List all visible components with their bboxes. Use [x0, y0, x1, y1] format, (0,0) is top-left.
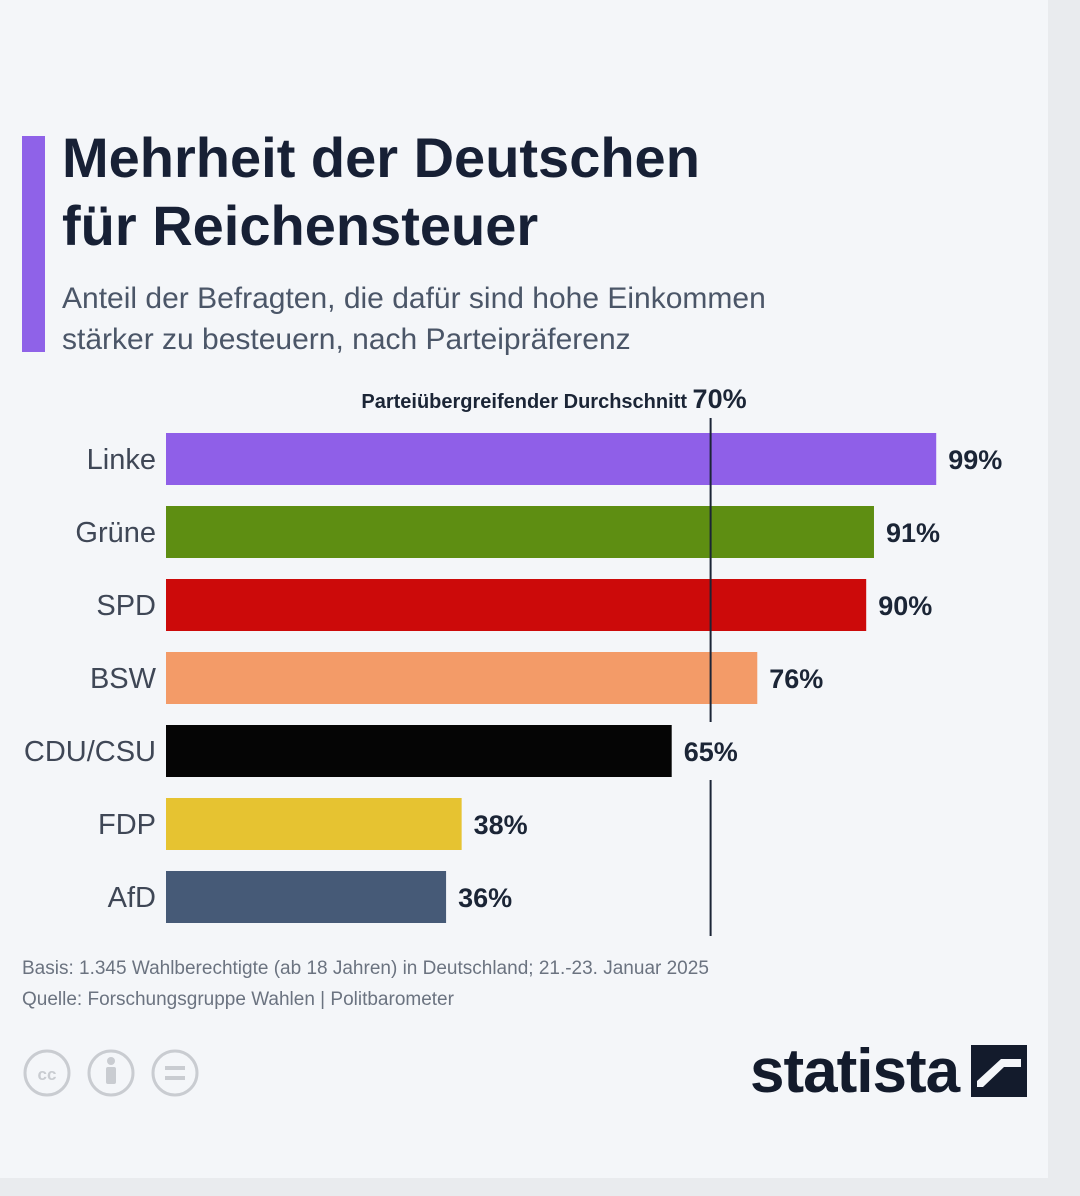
- value-label: 99%: [948, 445, 1002, 475]
- brand-name: statista: [750, 1036, 960, 1106]
- title-line-2: für Reichensteuer: [62, 194, 539, 257]
- title-line-1: Mehrheit der Deutschen: [62, 126, 700, 189]
- cc-icon[interactable]: cc: [23, 1049, 71, 1097]
- category-label: BSW: [90, 663, 157, 695]
- value-label: 65%: [684, 737, 738, 767]
- bar-cdu-csu: [166, 725, 672, 777]
- bar-chart: Linke 99% Grüne 91% SPD 90% BSW 76% CDU/CSU 65% FD…: [24, 384, 1002, 936]
- chart-subtitle: Anteil der Befragten, die dafür sind hoh…: [62, 278, 982, 360]
- value-label: 38%: [474, 810, 528, 840]
- basis-note: Basis: 1.345 Wahlberechtigte (ab 18 Jahr…: [22, 958, 709, 979]
- bar-linke: [166, 433, 937, 485]
- statista-mark-icon: [971, 1045, 1028, 1097]
- bar-spd: [166, 579, 867, 631]
- license-icons: cc: [23, 1049, 199, 1097]
- chart-title: Mehrheit der Deutschen für Reichensteuer: [62, 124, 962, 260]
- value-label: 36%: [458, 883, 512, 913]
- title-accent-bar: [22, 136, 45, 352]
- category-label: FDP: [98, 809, 156, 841]
- category-label: AfD: [108, 882, 156, 914]
- bar-fdp: [166, 798, 462, 850]
- average-line-label: Parteiübergreifender Durchschnitt 70%: [361, 384, 746, 414]
- category-label: Linke: [87, 444, 156, 476]
- no-derivatives-icon[interactable]: [151, 1049, 199, 1097]
- subtitle-line-2: stärker zu besteuern, nach Parteipräfere…: [62, 323, 631, 356]
- subtitle-line-1: Anteil der Befragten, die dafür sind hoh…: [62, 282, 766, 315]
- chart-notes: Basis: 1.345 Wahlberechtigte (ab 18 Jahr…: [22, 953, 1022, 1015]
- category-label: CDU/CSU: [24, 736, 156, 768]
- svg-text:cc: cc: [38, 1065, 57, 1084]
- value-label: 91%: [886, 518, 940, 548]
- bar-gr-ne: [166, 506, 874, 558]
- bar-afd: [166, 871, 447, 923]
- source-note: Quelle: Forschungsgruppe Wahlen | Politb…: [22, 989, 454, 1010]
- bar-bsw: [166, 652, 758, 704]
- statista-logo[interactable]: statista: [750, 1036, 1028, 1106]
- chart-card: Mehrheit der Deutschen für Reichensteuer…: [0, 0, 1048, 1178]
- category-label: SPD: [96, 590, 156, 622]
- attribution-icon[interactable]: [87, 1049, 135, 1097]
- value-label: 90%: [878, 591, 932, 621]
- value-label: 76%: [769, 664, 823, 694]
- category-label: Grüne: [75, 517, 156, 549]
